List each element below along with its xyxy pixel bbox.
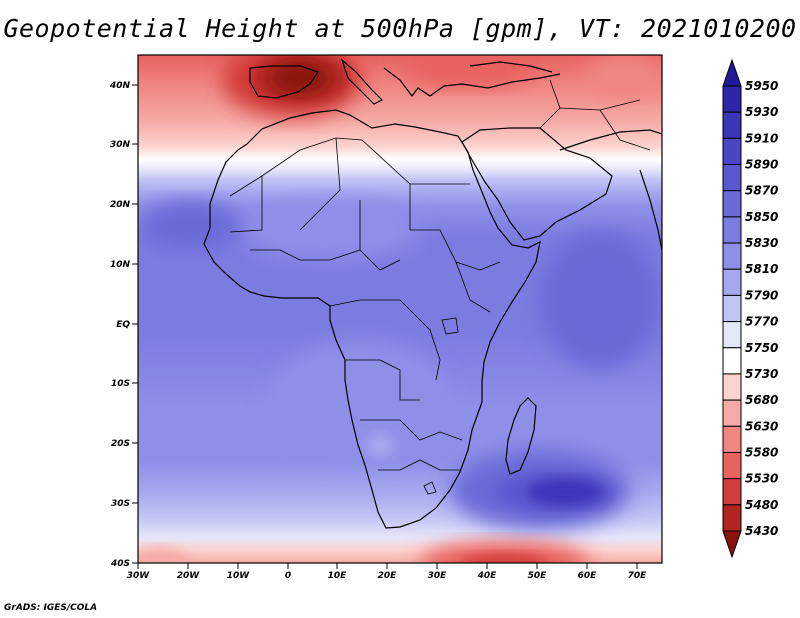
- southern-africa-border: [360, 419, 463, 441]
- colorbar-box: [722, 190, 742, 218]
- colorbar-box: [722, 137, 742, 166]
- lake-victoria: [441, 317, 459, 335]
- lon-label: 50E: [528, 571, 548, 581]
- lon-label: 10W: [227, 571, 251, 581]
- country-borders: [229, 79, 651, 495]
- colorbar-label: 5430: [745, 524, 778, 538]
- colorbar-box: [722, 347, 742, 375]
- colorbar-label: 5930: [745, 105, 778, 119]
- colorbar-box: [722, 216, 742, 244]
- balkans-coastline: [383, 67, 561, 97]
- colorbar-bottom-triangle: [722, 530, 742, 559]
- colorbar-box: [722, 294, 742, 323]
- colorbar-box: [722, 373, 742, 401]
- colorbar-label: 5950: [745, 79, 778, 93]
- lon-label: 40E: [477, 571, 498, 581]
- congo-border: [345, 359, 420, 401]
- height-field: [138, 55, 662, 563]
- lon-label: 20E: [378, 571, 398, 581]
- colorbar: 5950 5930 5910 5890 5870 5850 5830 5810 5790 5770…: [722, 58, 778, 559]
- lat-label: 10N: [110, 260, 131, 270]
- colorbar-label: 5850: [745, 210, 778, 224]
- colorbar-label: 5790: [745, 288, 778, 302]
- mideast-border-2: [549, 79, 561, 109]
- chart-title: Geopotential Height at 500hPa [gpm], VT:…: [3, 14, 797, 43]
- india-coast: [639, 169, 662, 251]
- lat-label: 40S: [110, 559, 130, 569]
- lat-label: 20N: [110, 200, 131, 210]
- lon-label: 30E: [428, 571, 448, 581]
- lat-label: 10S: [111, 379, 130, 389]
- colorbar-label: 5810: [745, 262, 778, 276]
- colorbar-label: 5770: [745, 315, 778, 329]
- west-africa-border: [250, 249, 361, 261]
- italy-coastline: [340, 58, 384, 105]
- chad-border: [359, 200, 401, 271]
- colorbar-box: [722, 242, 742, 270]
- south-africa-border: [378, 459, 460, 471]
- iberia-coastline: [249, 65, 319, 99]
- colorbar-label: 5910: [745, 131, 778, 145]
- lat-label: 30S: [111, 499, 130, 509]
- lat-label: 30N: [110, 140, 131, 150]
- colorbar-label: 5870: [745, 184, 778, 198]
- colorbar-label: 5480: [745, 498, 778, 512]
- horn-border: [455, 261, 491, 313]
- sahara-border-line-2: [229, 176, 263, 233]
- lon-label: 0: [285, 571, 291, 581]
- lat-label: 40N: [109, 81, 131, 91]
- colorbar-label: 5890: [745, 158, 778, 172]
- lon-label: 20W: [177, 571, 201, 581]
- colorbar-box: [722, 451, 742, 480]
- colorbar-box: [722, 268, 742, 296]
- mideast-border-1: [539, 99, 641, 129]
- colorbar-box: [722, 85, 742, 113]
- colorbar-box: [722, 321, 742, 349]
- madagascar-coastline: [505, 397, 537, 475]
- axis-ticks: [132, 84, 638, 569]
- colorbar-label: 5730: [745, 367, 778, 381]
- lon-label: 70E: [628, 571, 648, 581]
- lat-label: EQ: [116, 320, 130, 330]
- africa-coastline: [203, 109, 541, 529]
- coastlines: [203, 58, 662, 529]
- black-sea: [469, 61, 553, 73]
- longitude-labels: 30W 20W 10W 0 10E 20E 30E 40E 50E 60E 70…: [127, 571, 647, 581]
- mideast-border-3: [599, 109, 651, 151]
- colorbar-label: 5750: [745, 341, 778, 355]
- colorbar-box: [722, 425, 742, 453]
- lesotho: [423, 481, 437, 495]
- colorbar-label: 5630: [745, 419, 778, 433]
- colorbar-top-triangle: [722, 58, 742, 87]
- colorbar-box: [722, 111, 742, 139]
- lat-label: 20S: [111, 439, 130, 449]
- colorbar-box: [722, 399, 742, 427]
- map-frame: [137, 54, 663, 564]
- latitude-labels: 40N 30N 20N 10N EQ 10S 20S 30S 40S: [109, 81, 131, 569]
- persian-gulf-coast: [559, 129, 662, 151]
- lon-label: 10E: [328, 571, 348, 581]
- colorbar-label: 5530: [745, 472, 778, 486]
- central-africa-border: [329, 299, 441, 381]
- colorbar-box: [722, 164, 742, 192]
- colorbar-box: [722, 504, 742, 532]
- lon-label: 30W: [127, 571, 151, 581]
- arabia-coastline: [461, 127, 613, 241]
- lon-label: 60E: [578, 571, 598, 581]
- colorbar-label: 5680: [745, 393, 778, 407]
- colorbar-label: 5830: [745, 236, 778, 250]
- grads-credit: GrADS: IGES/COLA: [4, 603, 98, 613]
- colorbar-box: [722, 478, 742, 506]
- sahara-border-line-3: [299, 137, 341, 231]
- colorbar-label: 5580: [745, 445, 778, 459]
